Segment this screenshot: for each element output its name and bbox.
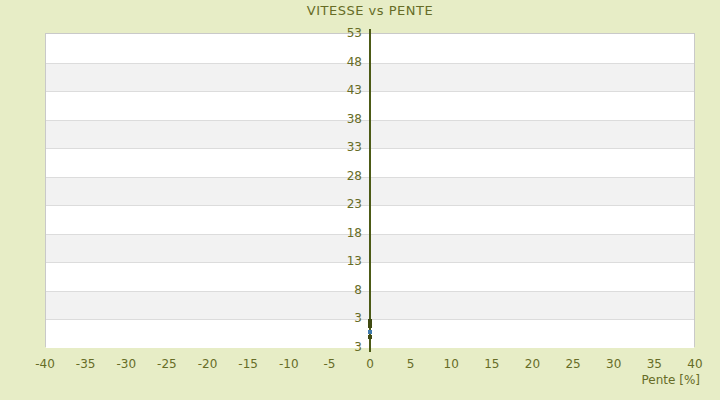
y-tick-label: 38 [312,113,362,125]
x-tick-label: -30 [104,357,148,371]
x-tick-label: 25 [551,357,595,371]
x-tick-label: -25 [145,357,189,371]
y-axis-line [369,29,371,352]
y-tick-label: 28 [312,170,362,182]
chart: VITESSE vs PENTE Vitesse [km/h] 53484338… [0,0,720,400]
x-tick-label: -35 [64,357,108,371]
data-point-vitesse-points [368,335,372,339]
y-tick-label: 13 [312,255,362,267]
x-axis-title: Pente [%] [500,373,700,387]
y-tick-label: 18 [312,227,362,239]
x-tick-label: -40 [23,357,67,371]
y-tick-label: 8 [312,284,362,296]
x-tick-label: -5 [307,357,351,371]
data-point-vitesse-point-highlight [368,330,372,334]
chart-title: VITESSE vs PENTE [45,3,695,18]
x-tick-label: 10 [429,357,473,371]
y-tick-label: 3 [312,341,362,353]
y-tick-label: 3 [312,312,362,324]
y-tick-label: 23 [312,198,362,210]
x-tick-label: 15 [470,357,514,371]
x-tick-label: 30 [592,357,636,371]
x-tick-label: 0 [348,357,392,371]
x-tick-label: 40 [673,357,717,371]
y-tick-label: 53 [312,27,362,39]
y-tick-label: 48 [312,56,362,68]
data-point-vitesse-points [368,324,372,328]
x-tick-label: 35 [632,357,676,371]
x-tick-label: -10 [267,357,311,371]
y-tick-label: 43 [312,84,362,96]
x-tick-label: 20 [511,357,555,371]
x-tick-label: -20 [186,357,230,371]
y-tick-label: 33 [312,141,362,153]
x-tick-label: 5 [389,357,433,371]
x-tick-label: -15 [226,357,270,371]
